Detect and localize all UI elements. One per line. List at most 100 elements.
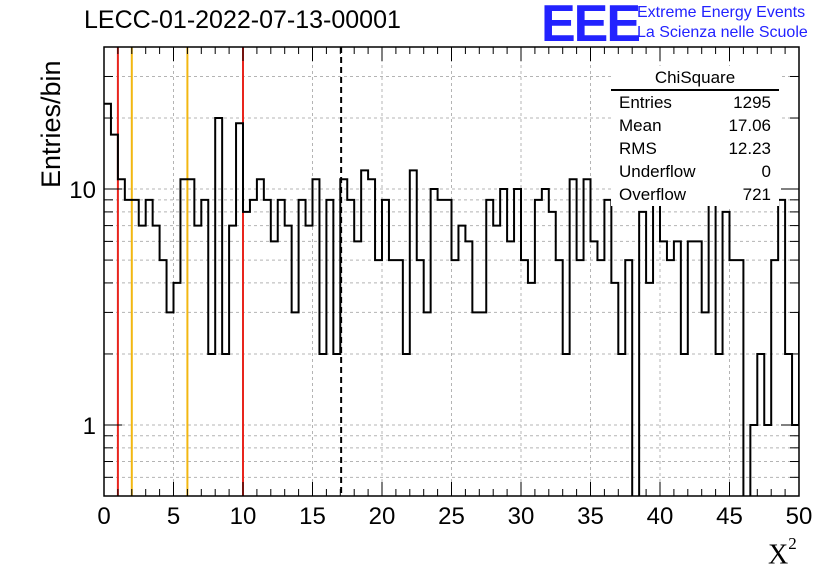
stats-title: ChiSquare <box>654 68 736 87</box>
histogram-bin <box>396 260 403 496</box>
histogram-bin <box>500 189 507 496</box>
histogram-bin <box>646 283 653 496</box>
histogram-bin <box>750 425 757 496</box>
histogram-bin <box>507 241 514 496</box>
histogram-bin <box>326 200 333 496</box>
histogram-bin <box>333 354 340 496</box>
histogram-bin <box>361 170 368 496</box>
x-tick-label: 50 <box>786 503 813 530</box>
histogram-bin <box>424 312 431 496</box>
histogram-bin <box>118 179 125 496</box>
histogram-bin <box>167 312 174 496</box>
histogram-bin <box>625 260 632 496</box>
histogram-bin <box>827 283 834 496</box>
histogram-bin <box>465 241 472 496</box>
x-tick-label: 10 <box>230 503 257 530</box>
stats-value: 0 <box>761 162 771 181</box>
histogram-bin <box>528 283 535 496</box>
stats-row-underflow: Underflow 0 <box>619 162 771 185</box>
histogram-bin <box>215 118 222 496</box>
histogram-bin <box>479 312 486 496</box>
stats-value: 17.06 <box>728 116 771 135</box>
logo-line-2: La Scienza nelle Scuole <box>637 24 808 41</box>
histogram-bin <box>521 260 528 496</box>
histogram-bin <box>611 283 618 496</box>
histogram-bin <box>799 312 806 496</box>
histogram-bin <box>730 260 737 496</box>
stats-row-entries: Entries 1295 <box>619 93 771 116</box>
histogram-bin <box>445 200 452 496</box>
histogram-bin <box>201 200 208 496</box>
histogram-bin <box>806 241 813 496</box>
histogram-bin <box>194 226 201 496</box>
histogram-bin <box>340 179 347 496</box>
x-tick-label: 40 <box>647 503 674 530</box>
histogram-bin <box>695 241 702 496</box>
histogram-bin <box>764 425 771 496</box>
histogram-bin <box>375 260 382 496</box>
histogram-series <box>104 102 834 496</box>
histogram-bin <box>660 241 667 496</box>
histogram-bin <box>702 312 709 496</box>
histogram-bin <box>278 200 285 496</box>
histogram-bin <box>243 212 250 496</box>
histogram-bin <box>591 241 598 496</box>
histogram-bin <box>271 241 278 496</box>
histogram-bin <box>250 200 257 496</box>
logo-mark: EEE <box>541 0 641 53</box>
stats-key: RMS <box>619 139 657 158</box>
histogram-bin <box>347 200 354 496</box>
histogram-bin <box>132 200 139 496</box>
histogram-bin <box>618 354 625 496</box>
histogram-bin <box>180 179 187 496</box>
histogram-bin <box>542 189 549 496</box>
histogram-steps <box>104 102 799 496</box>
stats-value: 1295 <box>733 93 771 112</box>
histogram-bin <box>174 283 181 496</box>
stats-key: Underflow <box>619 162 696 181</box>
histogram-bin <box>292 312 299 496</box>
histogram-bin <box>403 354 410 496</box>
x-tick-label: 30 <box>508 503 535 530</box>
histogram-bin <box>716 354 723 496</box>
x-axis-label-base: X <box>768 539 789 571</box>
histogram-bin <box>139 226 146 496</box>
histogram-bin <box>597 260 604 496</box>
histogram-bin <box>389 260 396 496</box>
histogram-bin <box>493 226 500 496</box>
histogram-bin <box>299 200 306 496</box>
histogram-bin <box>313 179 320 496</box>
histogram-bin <box>556 260 563 496</box>
stats-key: Mean <box>619 116 662 135</box>
histogram-bin <box>452 260 459 496</box>
histogram-bin <box>160 260 167 496</box>
axis-ticks <box>103 46 800 497</box>
x-tick-label: 20 <box>369 503 396 530</box>
stats-value: 12.23 <box>728 139 771 158</box>
y-tick-label: 10 <box>69 177 96 204</box>
histogram-bin <box>146 200 153 496</box>
stats-key: Overflow <box>619 185 687 204</box>
histogram-bin <box>757 354 764 496</box>
histogram-bin <box>674 241 681 496</box>
x-tick-label: 25 <box>438 503 465 530</box>
histogram-bin <box>417 260 424 496</box>
histogram-bin <box>709 200 716 496</box>
histogram-bin <box>514 189 521 496</box>
histogram-bin <box>723 212 730 496</box>
histogram-bin <box>549 212 556 496</box>
histogram-bin <box>486 200 493 496</box>
y-axis-label: Entries/bin <box>36 60 66 188</box>
x-tick-label: 15 <box>299 503 326 530</box>
x-tick-label: 45 <box>716 503 743 530</box>
stats-value: 721 <box>742 185 771 204</box>
histogram-bin <box>306 226 313 496</box>
histogram-bin <box>187 179 194 496</box>
histogram-bin <box>563 354 570 496</box>
histogram-bin <box>153 226 160 496</box>
x-axis-label-sup: 2 <box>788 534 797 553</box>
histogram-bin <box>688 241 695 496</box>
x-tick-label: 35 <box>577 503 604 530</box>
stats-box: ChiSquare Entries 1295 Mean 17.06 RMS 12… <box>611 66 779 206</box>
